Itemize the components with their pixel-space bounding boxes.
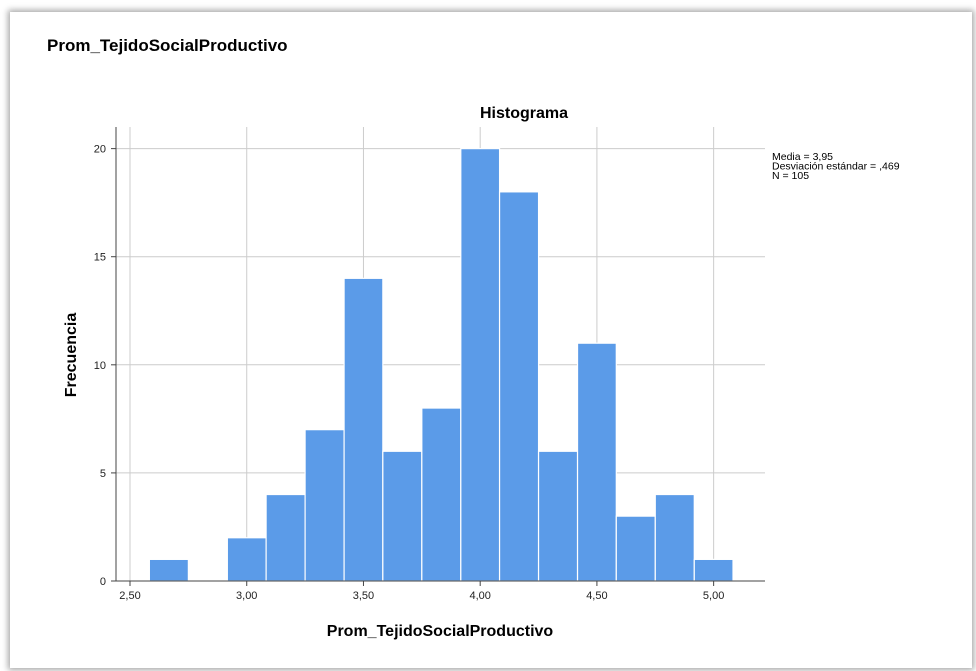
y-tick-label: 20 <box>94 144 106 156</box>
axes <box>111 127 765 586</box>
stat-line: Media = 3,95 <box>772 151 833 163</box>
histogram-bar <box>304 429 345 582</box>
x-tick-label: 5,00 <box>703 590 724 602</box>
x-tick-label: 3,50 <box>353 590 374 602</box>
histogram-bar <box>226 537 267 582</box>
histogram-bars <box>148 148 734 582</box>
x-tick-label: 3,00 <box>236 590 257 602</box>
histogram-bar <box>265 493 306 582</box>
y-tick-label: 0 <box>100 576 106 588</box>
histogram-bar <box>382 450 423 582</box>
histogram-bar <box>693 558 734 582</box>
histogram-bar <box>460 148 501 582</box>
variable-title: Prom_TejidoSocialProductivo <box>47 36 288 55</box>
tick-labels: 2,50 3,00 3,50 4,00 4,50 5,00 0 5 10 15 20 <box>94 144 725 602</box>
histogram-bar <box>576 342 617 582</box>
x-tick-label: 4,00 <box>469 590 490 602</box>
y-tick-label: 5 <box>100 468 106 480</box>
histogram-bar <box>537 450 579 582</box>
stat-line: N = 105 <box>772 170 809 182</box>
histogram-bar <box>343 277 384 582</box>
y-tick-label: 15 <box>94 252 106 264</box>
x-tick-label: 2,50 <box>119 590 140 602</box>
x-axis-label: Prom_TejidoSocialProductivo <box>327 623 554 640</box>
y-axis-label: Frecuencia <box>63 313 80 398</box>
histogram-bar <box>421 407 462 582</box>
stat-line: Desviación estándar = ,469 <box>772 161 900 173</box>
x-tick-label: 4,50 <box>586 590 607 602</box>
chart-title: Histograma <box>480 105 568 122</box>
histogram-bar <box>498 191 540 582</box>
histogram-bar <box>654 493 695 582</box>
histogram-bar <box>148 558 189 582</box>
histogram-bar <box>615 515 656 582</box>
y-tick-label: 10 <box>94 360 106 372</box>
